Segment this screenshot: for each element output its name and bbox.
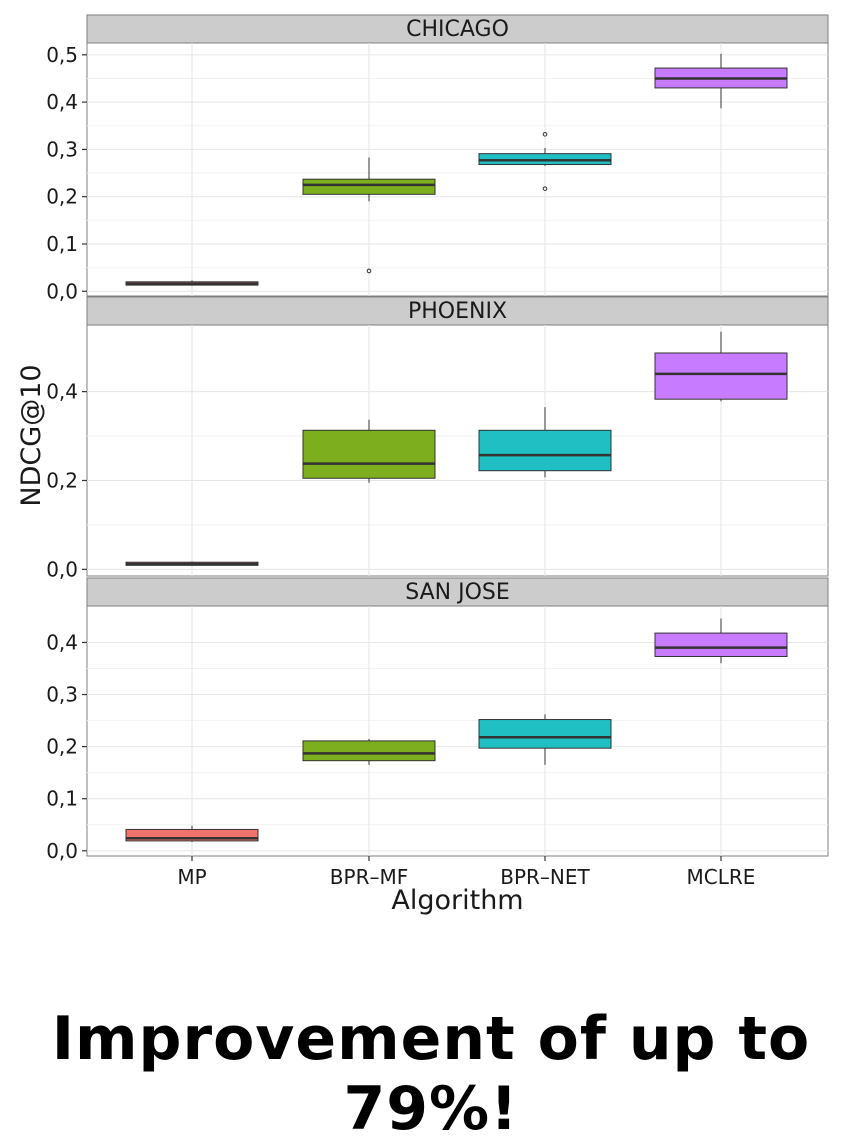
box-bpr-net bbox=[478, 714, 612, 765]
box-bpr-mf bbox=[302, 419, 436, 483]
box-iqr bbox=[302, 740, 436, 762]
y-tick-label: 0,2 bbox=[46, 735, 78, 759]
box-iqr bbox=[302, 178, 436, 195]
outlier-point bbox=[542, 131, 548, 137]
y-tick-label: 0,4 bbox=[46, 630, 78, 654]
y-tick-label: 0,5 bbox=[46, 43, 78, 67]
box-mp bbox=[125, 561, 259, 566]
box-mp bbox=[125, 280, 259, 286]
panel-strip bbox=[86, 14, 829, 44]
box-mclre bbox=[654, 53, 788, 109]
box-iqr bbox=[478, 719, 612, 749]
panel-title: CHICAGO bbox=[406, 17, 509, 42]
box-mclre bbox=[654, 618, 788, 664]
y-tick-label: 0,0 bbox=[46, 839, 78, 863]
box-iqr bbox=[478, 429, 612, 472]
panel-san-jose: SAN JOSE 0,0 0,1 0,2 0,3 0,4 bbox=[46, 577, 829, 863]
outlier-point bbox=[542, 186, 548, 191]
x-tick-label: MCLRE bbox=[687, 865, 756, 889]
x-tick-label: BPR–MF bbox=[330, 865, 408, 889]
panel-phoenix: PHOENIX 0,0 0,2 0,4 bbox=[46, 296, 829, 581]
y-tick-label: 0,4 bbox=[46, 90, 78, 114]
box-iqr bbox=[125, 828, 259, 842]
box-mclre bbox=[654, 331, 788, 402]
y-tick-label: 0,0 bbox=[46, 557, 78, 581]
y-tick-label: 0,0 bbox=[46, 279, 78, 303]
y-tick-label: 0,3 bbox=[46, 683, 78, 707]
box-bpr-mf bbox=[302, 157, 436, 274]
box-iqr bbox=[654, 352, 788, 400]
x-axis-title: Algorithm bbox=[391, 885, 523, 916]
box-mp bbox=[125, 825, 259, 842]
y-tick-label: 0,1 bbox=[46, 232, 78, 256]
y-tick-label: 0,2 bbox=[46, 468, 78, 492]
box-iqr bbox=[654, 632, 788, 658]
y-tick-label: 0,2 bbox=[46, 185, 78, 209]
box-iqr bbox=[302, 429, 436, 479]
x-tick-label: MP bbox=[177, 865, 206, 889]
x-tick-label: BPR–NET bbox=[500, 865, 590, 889]
panel-strip bbox=[86, 577, 829, 607]
panel-strip bbox=[86, 296, 829, 326]
box-bpr-mf bbox=[302, 738, 436, 765]
panel-title: SAN JOSE bbox=[405, 580, 510, 605]
headline-text: Improvement of up to 79%! bbox=[51, 1004, 811, 1144]
box-bpr-net bbox=[478, 131, 612, 191]
y-tick-label: 0,3 bbox=[46, 137, 78, 161]
y-tick-label: 0,1 bbox=[46, 787, 78, 811]
outlier-point bbox=[366, 268, 372, 274]
boxplot-chart: CHICAGO 0,0 0,1 0,2 0,3 0,4 0,5 PHOENIX 0,0 0,2 0,… bbox=[16, 14, 829, 916]
y-axis-title: NDCG@10 bbox=[16, 364, 47, 506]
y-tick-label: 0,4 bbox=[46, 380, 78, 404]
panel-title: PHOENIX bbox=[408, 299, 507, 324]
box-bpr-net bbox=[478, 407, 612, 478]
panel-chicago: CHICAGO 0,0 0,1 0,2 0,3 0,4 0,5 bbox=[46, 14, 829, 303]
